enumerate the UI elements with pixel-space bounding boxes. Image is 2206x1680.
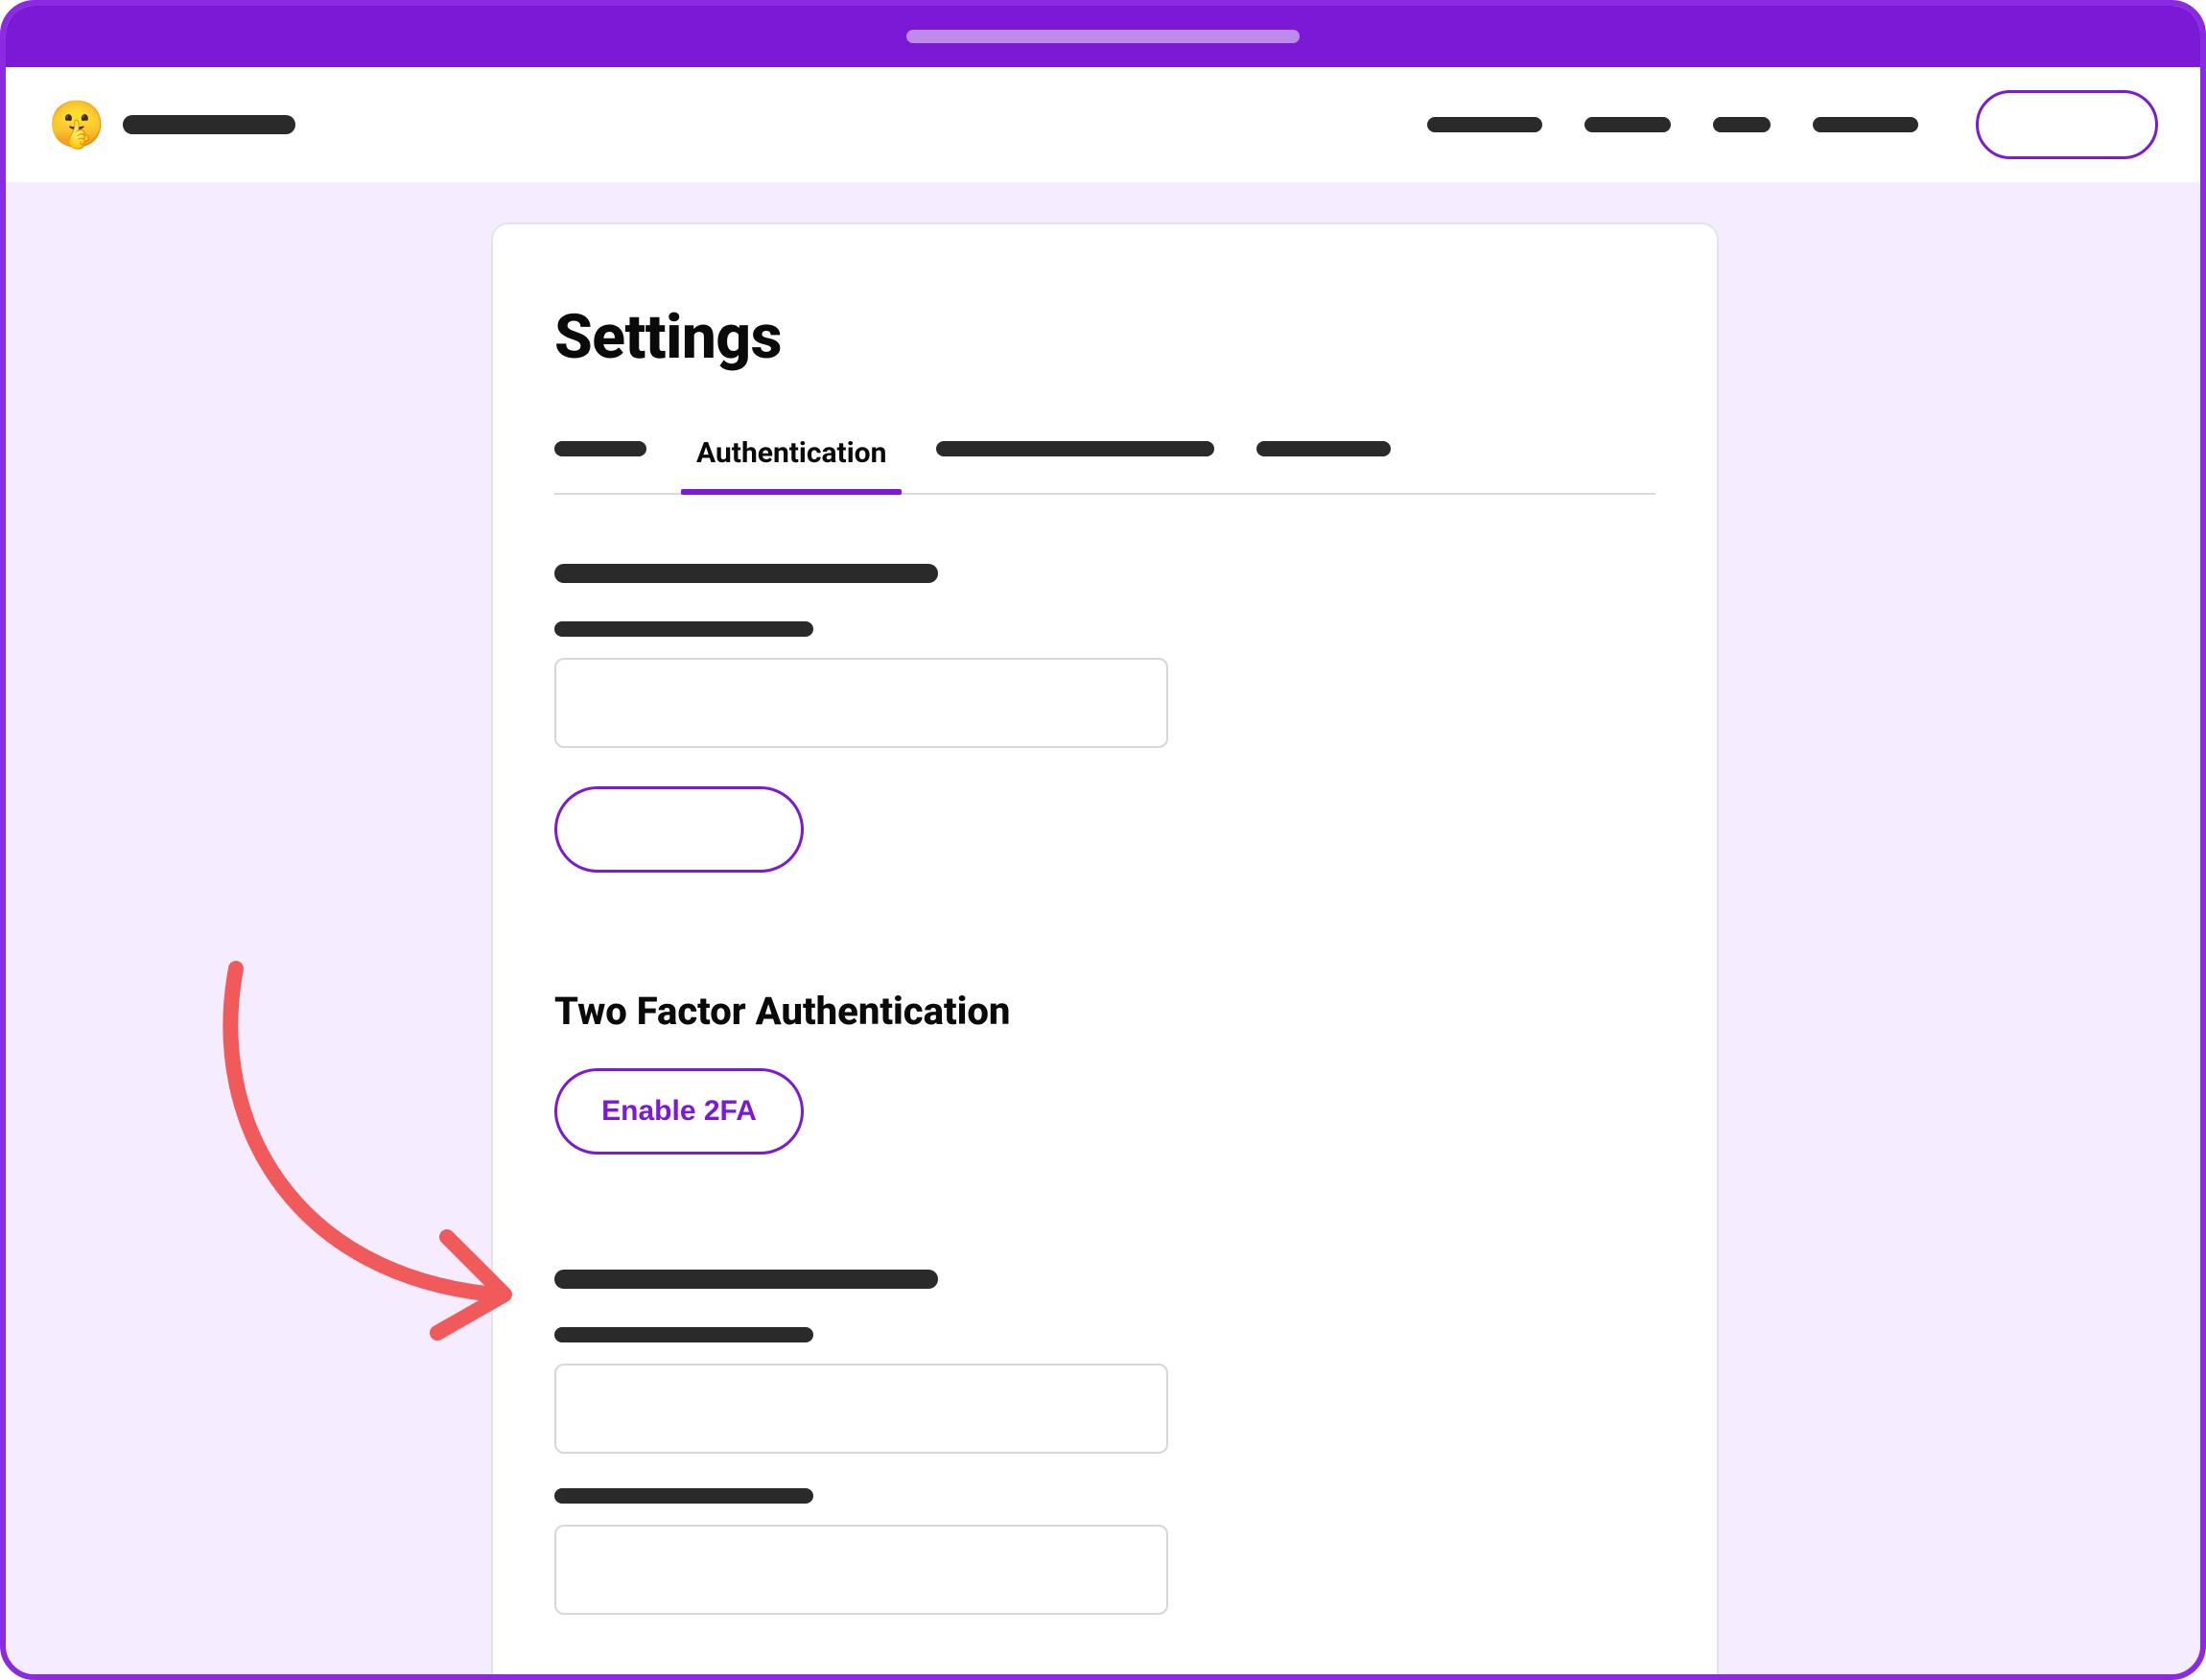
nav-link-placeholder-3[interactable] [1713, 117, 1771, 132]
lower-field-2-input[interactable] [554, 1525, 1168, 1615]
tab-placeholder-1[interactable] [554, 441, 646, 456]
enable-2fa-button[interactable]: Enable 2FA [554, 1068, 804, 1155]
page-body: Settings Authentication Two Factor Authe… [6, 182, 2200, 1674]
auth-action-button-placeholder[interactable] [554, 786, 804, 873]
lower-form-section [554, 1270, 1655, 1615]
two-factor-heading: Two Factor Authentication [554, 989, 1655, 1034]
page-title: Settings [554, 301, 1655, 373]
nav-links [1427, 117, 1918, 132]
nav-link-placeholder-1[interactable] [1427, 117, 1542, 132]
tab-placeholder-4[interactable] [1256, 441, 1391, 456]
auth-field-1-input[interactable] [554, 658, 1168, 748]
lower-field-1-input[interactable] [554, 1364, 1168, 1454]
lower-field-label-placeholder-2 [554, 1488, 813, 1504]
lower-field-label-placeholder-1 [554, 1327, 813, 1342]
lower-section-subtitle-placeholder [554, 1270, 938, 1289]
nav-cta-button-placeholder[interactable] [1976, 90, 2158, 159]
window-drag-handle[interactable] [906, 30, 1300, 43]
two-factor-section: Two Factor Authentication Enable 2FA [554, 989, 1655, 1155]
tab-authentication[interactable]: Authentication [689, 427, 894, 493]
top-navbar: 🤫 [6, 67, 2200, 182]
callout-arrow-icon [178, 949, 543, 1390]
brand-block[interactable]: 🤫 [48, 102, 295, 148]
settings-tabs: Authentication [554, 427, 1655, 495]
nav-link-placeholder-2[interactable] [1584, 117, 1671, 132]
window-titlebar [6, 6, 2200, 67]
auth-primary-section [554, 564, 1655, 874]
app-window-frame: 🤫 Settings Authentication [0, 0, 2206, 1680]
brand-emoji-icon: 🤫 [48, 102, 106, 148]
section-subtitle-placeholder [554, 564, 938, 583]
settings-card: Settings Authentication Two Factor Authe… [491, 222, 1719, 1674]
tab-placeholder-3[interactable] [936, 441, 1214, 456]
field-label-placeholder-1 [554, 621, 813, 637]
nav-link-placeholder-4[interactable] [1813, 117, 1918, 132]
brand-name-placeholder [123, 115, 295, 134]
